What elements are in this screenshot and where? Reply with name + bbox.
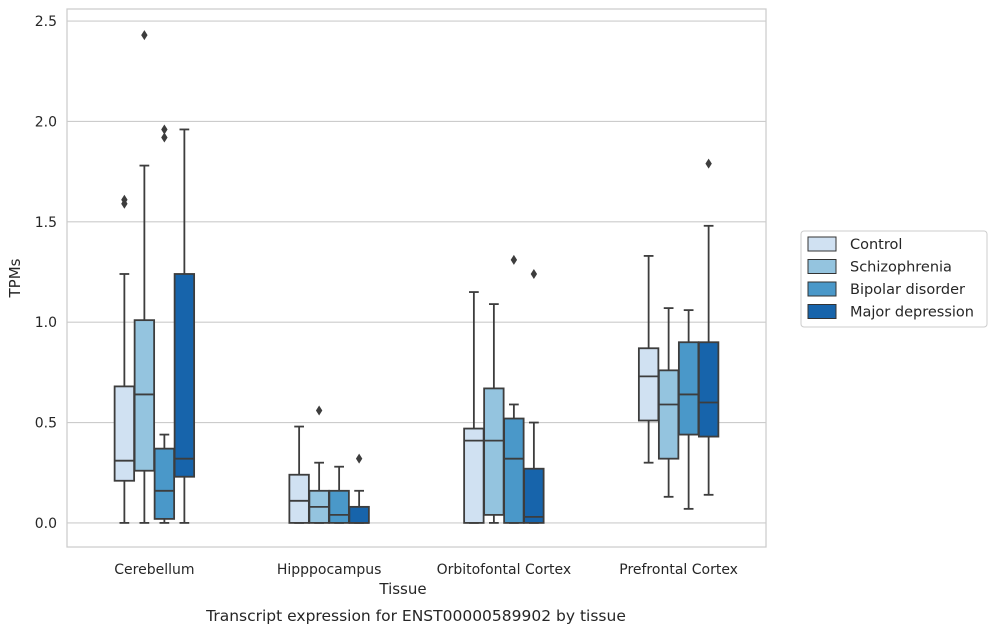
box-iqr: [348, 505, 370, 524]
box-iqr: [463, 427, 485, 524]
box-iqr: [677, 341, 700, 436]
y-tick-label: 2.0: [35, 114, 57, 130]
legend-label: Schizophrenia: [850, 260, 952, 276]
y-axis-title: TPMs: [6, 258, 24, 298]
outlier-point: [141, 30, 148, 41]
box-iqr: [657, 369, 680, 460]
legend-label: Major depression: [850, 305, 974, 321]
category-group: [113, 30, 196, 524]
box-iqr: [523, 467, 545, 524]
box-3: [173, 128, 196, 524]
outlier-point: [355, 453, 363, 464]
box-iqr: [637, 347, 660, 422]
chart-caption: Transcript expression for ENST0000058990…: [205, 607, 626, 625]
y-tick-label: 0.5: [35, 416, 57, 432]
box-iqr: [133, 319, 156, 472]
box-0: [463, 291, 485, 524]
box-3: [523, 268, 545, 524]
legend-item: Bipolar disorder: [807, 281, 965, 298]
legend-swatch: [807, 281, 837, 297]
category-group: [463, 254, 545, 524]
y-tick-labels: 0.0 0.5 1.0 1.5 2.0 2.5: [35, 14, 57, 532]
box-groups: [113, 30, 720, 524]
box-3: [348, 453, 370, 524]
category-group: [288, 405, 370, 524]
box-1: [133, 30, 156, 524]
legend-frame: [800, 230, 988, 328]
y-tick-label: 2.5: [35, 14, 57, 30]
legend-item: Schizophrenia: [807, 259, 952, 276]
legend-item: Major depression: [807, 304, 974, 321]
box-1: [657, 307, 680, 498]
box-iqr: [288, 473, 310, 524]
outlier-point: [705, 158, 712, 169]
legend-swatch: [807, 236, 837, 252]
box-iqr: [503, 417, 525, 524]
y-tick-label: 0.0: [35, 516, 57, 532]
box-0: [113, 194, 136, 524]
box-iqr: [697, 341, 720, 438]
x-tick-label: Orbitofontal Cortex: [437, 562, 572, 578]
outlier-point: [161, 132, 168, 143]
y-tick-label: 1.5: [35, 215, 57, 231]
outlier-point: [530, 268, 538, 279]
box-iqr: [173, 273, 196, 478]
box-iqr: [113, 385, 136, 482]
box-0: [288, 425, 310, 524]
legend-item: Control: [807, 236, 902, 253]
legend-swatch: [807, 304, 837, 319]
legend-swatch: [807, 259, 837, 274]
box-1: [308, 405, 330, 524]
legend-label: Bipolar disorder: [850, 282, 965, 298]
category-group: [637, 158, 720, 510]
x-axis-title: Tissue: [378, 580, 426, 598]
outlier-point: [161, 124, 168, 135]
box-iqr: [328, 489, 350, 524]
y-tick-label: 1.0: [35, 315, 57, 331]
x-tick-label: Hipppocampus: [277, 562, 382, 578]
outlier-point: [510, 254, 518, 265]
x-tick-label: Cerebellum: [114, 562, 194, 578]
box-0: [637, 255, 660, 464]
box-iqr: [483, 387, 505, 516]
x-tick-label: Prefrontal Cortex: [619, 562, 738, 578]
x-tick-labels: Cerebellum Hipppocampus Orbitofontal Corte…: [114, 562, 738, 578]
outlier-point: [121, 194, 128, 205]
box-2: [153, 124, 176, 524]
legend-label: Control: [850, 237, 902, 253]
legend: Control Schizophrenia Bipolar disorder Majo…: [800, 230, 988, 328]
outlier-point: [315, 405, 323, 416]
box-3: [697, 158, 720, 496]
plot-frame: [66, 8, 767, 548]
box-iqr: [153, 447, 176, 520]
